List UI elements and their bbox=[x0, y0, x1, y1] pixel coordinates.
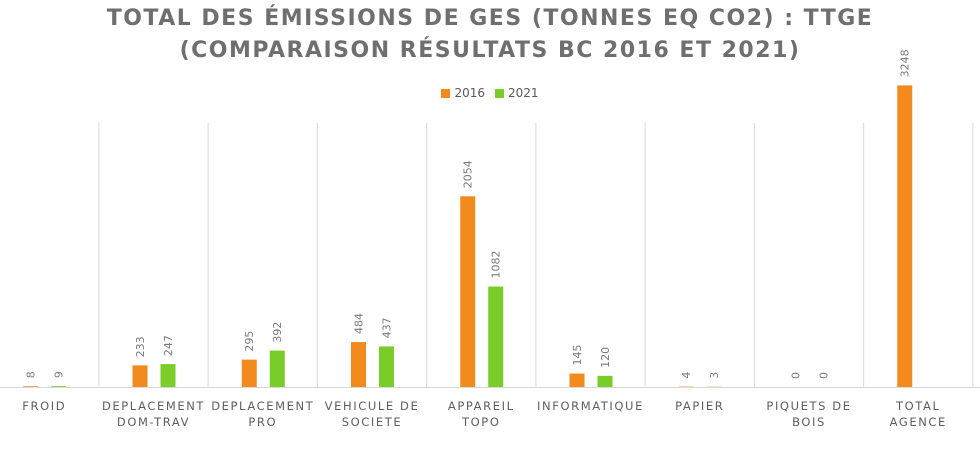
category-label: BOIS bbox=[792, 415, 826, 429]
bar-2016 bbox=[23, 386, 39, 387]
chart-title: TOTAL DES ÉMISSIONS DE GES (TONNES EQ CO… bbox=[106, 6, 874, 31]
bar-2021 bbox=[488, 286, 504, 387]
data-label-2021: 247 bbox=[162, 335, 175, 356]
data-label-2016: 484 bbox=[353, 313, 366, 334]
legend-item-2016: 2016 bbox=[441, 86, 485, 100]
legend-swatch-2021 bbox=[495, 88, 504, 98]
category-label: DEPLACEMENT bbox=[211, 399, 314, 413]
legend-label-2016: 2016 bbox=[454, 86, 485, 100]
data-label-2016: 4 bbox=[680, 372, 693, 379]
category-label: AGENCE bbox=[890, 415, 947, 429]
category-label: VEHICULE DE bbox=[325, 399, 420, 413]
bar-2016 bbox=[460, 196, 476, 387]
data-label-2021: 120 bbox=[599, 347, 612, 368]
category-label: APPAREIL bbox=[448, 399, 515, 413]
legend-swatch-2016 bbox=[441, 88, 451, 98]
bar-2021 bbox=[51, 386, 67, 387]
data-label-2021: 392 bbox=[271, 322, 284, 343]
data-label-2016: 3248 bbox=[899, 49, 912, 77]
bar-2021 bbox=[597, 375, 613, 387]
category-label: FROID bbox=[22, 399, 66, 413]
category-label: DEPLACEMENT bbox=[102, 399, 205, 413]
category-label: TOPO bbox=[461, 415, 500, 429]
data-label-2021: 0 bbox=[818, 372, 831, 379]
chart-subtitle: (COMPARAISON RÉSULTATS BC 2016 ET 2021) bbox=[179, 38, 801, 63]
bar-2021 bbox=[269, 350, 285, 387]
category-label: SOCIETE bbox=[342, 415, 403, 429]
data-label-2016: 295 bbox=[243, 331, 256, 352]
category-label: INFORMATIQUE bbox=[537, 399, 644, 413]
bar-2016 bbox=[569, 373, 585, 387]
data-label-2016: 8 bbox=[25, 371, 38, 378]
bar-2016 bbox=[241, 359, 257, 387]
bar-2016 bbox=[132, 365, 148, 387]
data-label-2021: 437 bbox=[381, 317, 394, 338]
data-label-2016: 0 bbox=[790, 372, 803, 379]
bar-2021 bbox=[160, 364, 176, 387]
bar-2016 bbox=[351, 342, 366, 387]
category-label: PRO bbox=[248, 415, 277, 429]
category-label: PAPIER bbox=[675, 399, 724, 413]
category-label: PIQUETS DE bbox=[766, 399, 851, 413]
legend-label-2021: 2021 bbox=[508, 86, 539, 100]
data-label-2021: 3 bbox=[708, 372, 721, 379]
legend-item-2021: 2021 bbox=[495, 86, 539, 100]
bar-2021 bbox=[379, 346, 394, 387]
category-label: DOM-TRAV bbox=[117, 415, 190, 429]
data-label-2021: 1082 bbox=[490, 251, 503, 279]
data-label-2016: 233 bbox=[134, 336, 147, 357]
legend: 2016 2021 bbox=[0, 86, 980, 100]
bar-2016 bbox=[897, 85, 913, 388]
data-label-2016: 2054 bbox=[462, 160, 475, 188]
category-label: TOTAL bbox=[895, 399, 940, 413]
data-label-2016: 145 bbox=[571, 345, 584, 366]
data-label-2021: 9 bbox=[53, 371, 66, 378]
